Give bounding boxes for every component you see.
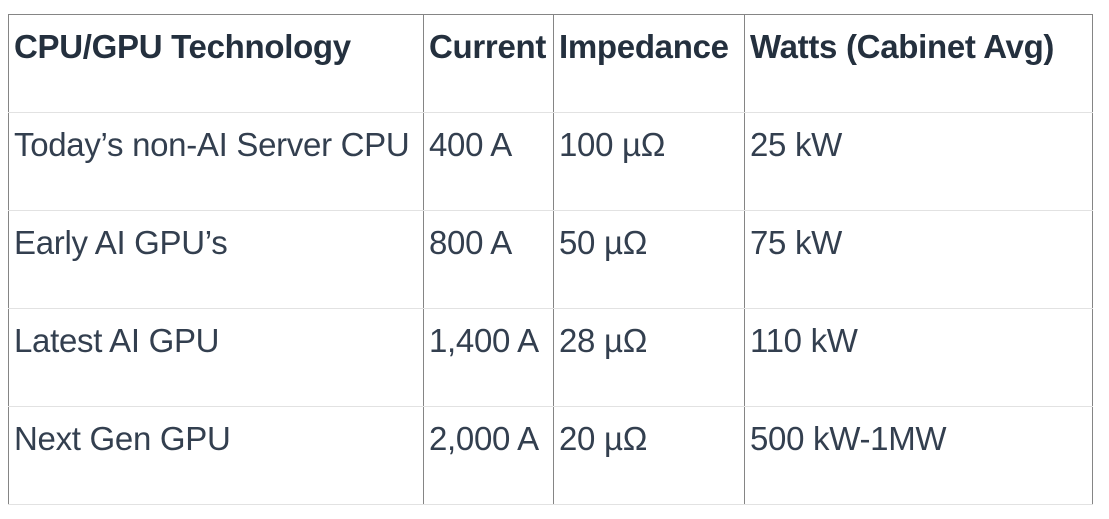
table-cell-technology: Latest AI GPU [8, 308, 424, 407]
table-cell-impedance: 28 µΩ [553, 308, 745, 407]
header-cell-technology: CPU/GPU Technology [8, 14, 424, 113]
table-cell-current: 2,000 A [423, 406, 554, 505]
table-cell-impedance: 50 µΩ [553, 210, 745, 309]
header-cell-current: Current [423, 14, 554, 113]
header-cell-watts: Watts (Cabinet Avg) [744, 14, 1093, 113]
table-cell-current: 400 A [423, 112, 554, 211]
table-cell-technology: Next Gen GPU [8, 406, 424, 505]
table-row: Today’s non-AI Server CPU 400 A 100 µΩ 2… [8, 112, 1093, 211]
table-row: Latest AI GPU 1,400 A 28 µΩ 110 kW [8, 308, 1093, 407]
cpu-gpu-power-table: CPU/GPU Technology Current Impedance Wat… [8, 14, 1093, 505]
table-cell-impedance: 100 µΩ [553, 112, 745, 211]
table-cell-watts: 500 kW-1MW [744, 406, 1093, 505]
table-row: Early AI GPU’s 800 A 50 µΩ 75 kW [8, 210, 1093, 309]
header-cell-impedance: Impedance [553, 14, 745, 113]
table-cell-watts: 25 kW [744, 112, 1093, 211]
table-cell-current: 1,400 A [423, 308, 554, 407]
table-cell-current: 800 A [423, 210, 554, 309]
table-cell-technology: Today’s non-AI Server CPU [8, 112, 424, 211]
table-cell-watts: 75 kW [744, 210, 1093, 309]
table-cell-impedance: 20 µΩ [553, 406, 745, 505]
table-row: Next Gen GPU 2,000 A 20 µΩ 500 kW-1MW [8, 406, 1093, 505]
table-cell-technology: Early AI GPU’s [8, 210, 424, 309]
table-cell-watts: 110 kW [744, 308, 1093, 407]
table-header-row: CPU/GPU Technology Current Impedance Wat… [8, 14, 1093, 113]
